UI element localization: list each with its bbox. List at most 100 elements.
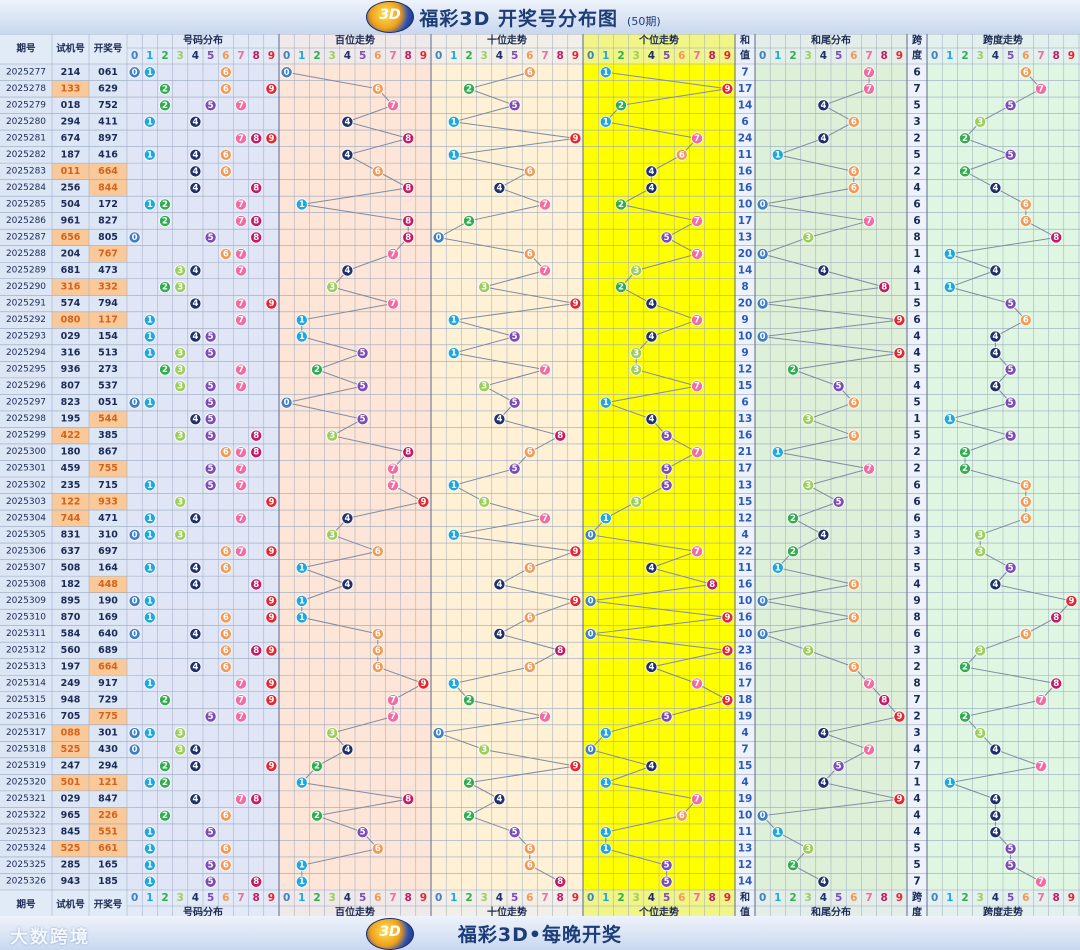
tens-ball-label: 7 [542, 266, 548, 276]
units-ball-label: 2 [618, 283, 624, 293]
spantrend-digit-header: 4 [992, 50, 999, 62]
dist-ball-label: 4 [192, 150, 198, 160]
units-ball-label: 3 [633, 349, 639, 359]
issue-cell: 2025290 [6, 282, 46, 292]
units-ball-label: 7 [694, 679, 700, 689]
sumtail-digit-header: 4 [820, 50, 827, 62]
units-ball-label: 5 [664, 431, 670, 441]
hundreds-footer: 百位走势 [335, 906, 375, 917]
dist-ball [234, 132, 247, 145]
draw-highlight-cell [89, 245, 127, 263]
dist-ball-label: 0 [132, 233, 138, 243]
spantrend-ball-label: 6 [1023, 200, 1029, 210]
tens-ball-label: 4 [496, 629, 502, 639]
tens-ball [447, 479, 460, 492]
footer-banner: 大数跨境 3D 福彩3D•每晚开奖 [0, 916, 1080, 950]
span-cell: 2 [913, 165, 920, 177]
draw-cell: 051 [98, 397, 118, 408]
issue-cell: 2025295 [6, 365, 46, 375]
units-ball-label: 4 [648, 167, 654, 177]
spantrend-ball-label: 2 [962, 134, 968, 144]
tens-ball-label: 3 [481, 283, 487, 293]
units-ball-label: 4 [648, 183, 654, 193]
trial-cell: 249 [61, 678, 81, 689]
sumtail-ball-label: 1 [775, 828, 781, 838]
tens-ball [493, 578, 506, 591]
draw-cell: 844 [98, 182, 118, 193]
units-ball-label: 3 [633, 497, 639, 507]
tens-ball [523, 247, 536, 260]
dist-ball [219, 842, 232, 855]
tens-ball-label: 3 [481, 497, 487, 507]
dist-ball-label: 7 [238, 547, 244, 557]
dist-ball-label: 1 [147, 200, 153, 210]
spantrend-ball [989, 330, 1002, 343]
draw-highlight-cell [89, 311, 127, 329]
dist-digit-header: 5 [207, 50, 214, 62]
units-digit-header: 7 [693, 50, 700, 62]
spantrend-ball-label: 7 [1038, 696, 1044, 706]
dist-ball-label: 9 [268, 299, 274, 309]
hundreds-ball [402, 231, 415, 244]
dist-digit-header: 8 [253, 50, 260, 62]
units-ball [584, 627, 597, 640]
dist-ball [158, 809, 171, 822]
units-ball [630, 347, 643, 360]
units-ball-label: 0 [588, 596, 594, 606]
spantrend-ball-label: 6 [1023, 497, 1029, 507]
dist-ball-label: 1 [147, 150, 153, 160]
span-cell: 5 [913, 397, 920, 409]
span-cell: 5 [913, 364, 920, 376]
tens-ball [523, 446, 536, 459]
tens-ball [432, 231, 445, 244]
dist-digit-footer: 4 [192, 892, 199, 904]
dist-ball [219, 446, 232, 459]
span-cell: 3 [913, 529, 920, 541]
sum-cell: 10 [738, 595, 753, 607]
units-ball [721, 611, 734, 624]
tens-ball [462, 214, 475, 227]
hundreds-ball-label: 4 [344, 745, 350, 755]
sum-cell: 16 [738, 182, 753, 194]
units-digit-header: 5 [663, 50, 670, 62]
sumtail-digit-header: 1 [774, 50, 781, 62]
spantrend-header: 跨度走势 [983, 34, 1023, 47]
spantrend-digit-footer: 8 [1053, 892, 1060, 904]
dist-ball-label: 4 [192, 117, 198, 127]
dist-ball [174, 363, 187, 376]
trial-cell: 705 [61, 711, 81, 722]
tens-ball-label: 1 [451, 481, 457, 491]
trial-highlight-cell [52, 724, 89, 742]
spantrend-ball-label: 4 [992, 349, 998, 359]
dist-ball-label: 1 [147, 481, 153, 491]
dist-ball [250, 644, 263, 657]
trial-cell: 197 [61, 661, 81, 672]
tens-ball [462, 809, 475, 822]
dist-ball [143, 528, 156, 541]
trial-cell: 961 [61, 215, 81, 226]
dist-ball [158, 776, 171, 789]
units-ball-label: 3 [633, 365, 639, 375]
dist-ball-label: 4 [192, 563, 198, 573]
dist-ball-label: 9 [268, 497, 274, 507]
hundreds-ball-label: 3 [329, 431, 335, 441]
sumtail-ball-label: 0 [760, 596, 766, 606]
chart-subtitle: (50期) [627, 15, 661, 28]
dist-ball [234, 479, 247, 492]
units-ball-label: 1 [603, 117, 609, 127]
draw-cell: 794 [98, 298, 118, 309]
tens-ball [539, 710, 552, 723]
dist-ball-label: 2 [162, 778, 168, 788]
tens-ball-label: 1 [451, 150, 457, 160]
sumtail-ball [863, 214, 876, 227]
dist-ball-label: 5 [208, 861, 214, 871]
sum-cell: 21 [738, 446, 753, 458]
draw-cell: 867 [98, 447, 118, 458]
dist-ball [174, 281, 187, 294]
dist-ball [265, 297, 278, 310]
units-ball [599, 826, 612, 839]
units-ball-label: 9 [724, 84, 730, 94]
spantrend-ball-label: 4 [992, 332, 998, 342]
tens-ball-label: 9 [572, 762, 578, 772]
spantrend-ball [959, 462, 972, 475]
